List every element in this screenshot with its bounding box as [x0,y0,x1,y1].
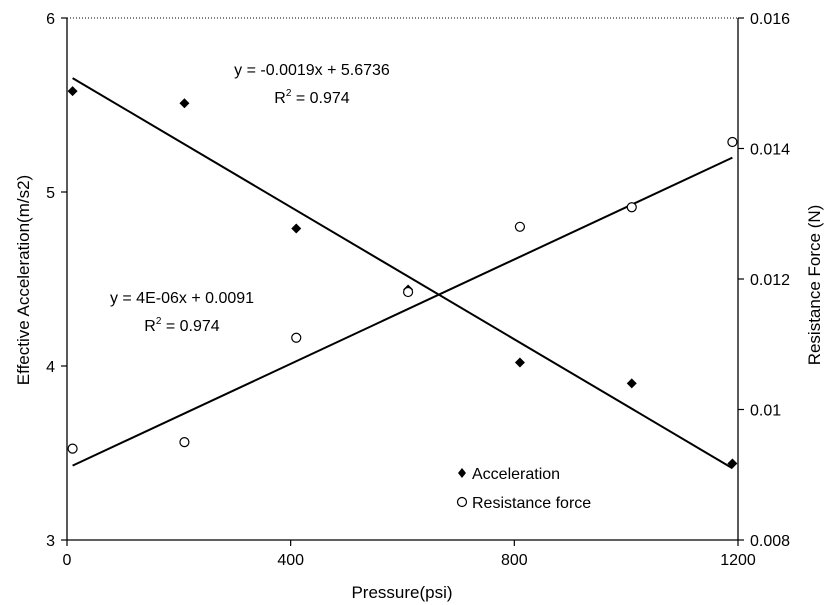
resistance-equation-text: y = 4E-06x + 0.0091 [110,290,254,307]
y-right-tick-label-1: 0.01 [750,403,781,420]
acceleration-point-2 [291,223,302,234]
y-right-tick-label-3: 0.014 [750,142,790,159]
acceleration-equation: y = -0.0019x + 5.6736 R2 = 0.974 [234,62,390,107]
x-axis-title: Pressure(psi) [351,583,452,602]
y-right-tick-label-4: 0.016 [750,11,790,28]
acceleration-r2-sup: 2 [286,88,292,99]
resistance-point-3 [402,286,414,298]
acceleration-point-6 [727,458,738,469]
x-tick-label-0: 0 [63,552,72,569]
resistance-point-4 [514,221,526,232]
resistance-trendline [72,156,733,467]
resistance-point-2 [291,332,302,343]
y-axis-left-title: Effective Acceleration(m/s2) [14,175,33,385]
acceleration-point-4 [514,357,525,368]
x-tick-label-3: 1200 [720,552,756,569]
resistance-equation: y = 4E-06x + 0.0091 R2 = 0.974 [110,290,254,335]
legend: Acceleration Resistance force [456,466,591,512]
resistance-r2-label: R [144,318,156,335]
legend-resistance-label: Resistance force [472,495,591,512]
acceleration-r2-label: R [274,90,286,107]
resistance-point-1 [179,437,190,448]
resistance-point-0 [67,443,78,454]
resistance-r2-sup: 2 [156,316,162,327]
acceleration-point-5 [626,378,637,389]
data-points [67,86,738,469]
trendlines [72,77,733,470]
y-left-tick-label-3: 6 [46,11,55,28]
legend-resistance-marker [456,496,468,508]
resistance-r2-text: R2 = 0.974 [144,316,220,335]
y-right-tick-label-0: 0.008 [750,533,790,550]
legend-acceleration-marker [458,468,466,478]
resistance-point-6 [727,136,738,148]
plot-area [67,18,738,540]
acceleration-r2-value: = 0.974 [291,90,349,107]
legend-acceleration-label: Acceleration [472,466,560,483]
resistance-r2-value: = 0.974 [161,318,219,335]
x-tick-label-1: 400 [277,552,304,569]
acceleration-trendline [72,77,733,470]
y-left-tick-label-2: 5 [46,185,55,202]
acceleration-point-1 [179,98,190,109]
y-left-tick-label-1: 4 [46,359,55,376]
acceleration-point-0 [67,86,78,97]
x-tick-label-2: 800 [501,552,528,569]
y-axis-right-title: Resistance Force (N) [805,205,824,366]
y-left-tick-label-0: 3 [46,533,55,550]
resistance-point-5 [626,202,637,213]
acceleration-r2-text: R2 = 0.974 [274,88,350,107]
y-right-tick-label-2: 0.012 [750,272,790,289]
ticks: 0 400 800 1200 3 4 5 6 0.008 0.01 0.012 0.014 0.016 [46,11,790,569]
acceleration-equation-text: y = -0.0019x + 5.6736 [234,62,390,79]
